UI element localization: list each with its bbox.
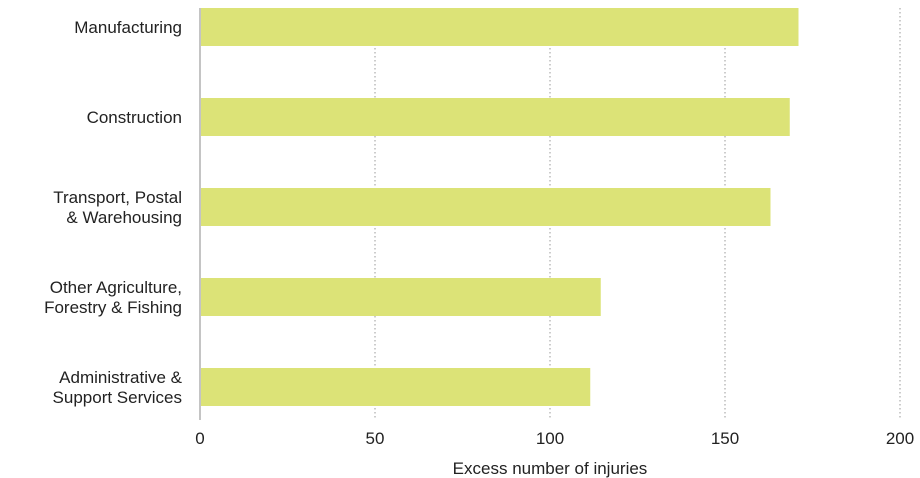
bar — [201, 8, 799, 46]
category-label-line: Administrative & — [59, 368, 182, 387]
bar — [201, 98, 790, 136]
category-labels: Manufacturing Construction Transport, Post… — [44, 18, 183, 407]
category-label-line: Transport, Postal — [53, 188, 182, 207]
category-label-line: Forestry & Fishing — [44, 298, 182, 317]
x-tick-label: 0 — [195, 429, 204, 448]
x-tick-label: 50 — [366, 429, 385, 448]
category-label-line: Manufacturing — [74, 18, 182, 37]
bar — [201, 278, 601, 316]
category-label: Transport, Postal & Warehousing — [53, 188, 182, 227]
bars — [201, 8, 799, 406]
x-tick-label: 200 — [886, 429, 914, 448]
category-label-line: Other Agriculture, — [50, 278, 182, 297]
x-tick-label: 150 — [711, 429, 739, 448]
bar — [201, 188, 771, 226]
category-label: Other Agriculture, Forestry & Fishing — [44, 278, 182, 317]
gridlines — [374, 8, 901, 420]
category-label-line: & Warehousing — [66, 208, 182, 227]
bar — [201, 368, 591, 406]
category-label: Construction — [87, 108, 182, 127]
category-label-line: Construction — [87, 108, 182, 127]
category-label: Administrative & Support Services — [53, 368, 183, 407]
x-tick-label: 100 — [536, 429, 564, 448]
category-label-line: Support Services — [53, 388, 182, 407]
x-tick-labels: 0 50 100 150 200 — [195, 429, 914, 448]
x-axis-title: Excess number of injuries — [453, 459, 648, 478]
category-label: Manufacturing — [74, 18, 182, 37]
